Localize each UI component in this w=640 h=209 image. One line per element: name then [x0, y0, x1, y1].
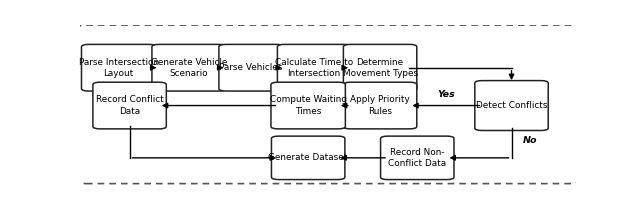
- FancyBboxPatch shape: [271, 82, 346, 129]
- Text: No: No: [522, 136, 537, 145]
- FancyBboxPatch shape: [344, 44, 417, 91]
- Text: Yes: Yes: [437, 90, 454, 99]
- FancyBboxPatch shape: [381, 136, 454, 180]
- Text: Detect Conflicts: Detect Conflicts: [476, 101, 547, 110]
- FancyBboxPatch shape: [475, 81, 548, 130]
- Text: Calculate Time to
Intersection: Calculate Time to Intersection: [275, 57, 353, 78]
- Text: Generate Vehicle
Scenario: Generate Vehicle Scenario: [151, 57, 227, 78]
- FancyBboxPatch shape: [271, 136, 345, 180]
- FancyBboxPatch shape: [219, 44, 284, 91]
- FancyBboxPatch shape: [93, 82, 166, 129]
- Text: Compute Waiting
Times: Compute Waiting Times: [269, 95, 347, 116]
- FancyBboxPatch shape: [277, 44, 351, 91]
- FancyBboxPatch shape: [344, 82, 417, 129]
- FancyBboxPatch shape: [81, 44, 156, 91]
- Text: Apply Priority
Rules: Apply Priority Rules: [350, 95, 410, 116]
- Text: Record Non-
Conflict Data: Record Non- Conflict Data: [388, 148, 446, 168]
- Text: Record Conflict
Data: Record Conflict Data: [96, 95, 163, 116]
- Text: Parse Intersection
Layout: Parse Intersection Layout: [79, 57, 159, 78]
- FancyBboxPatch shape: [79, 25, 577, 184]
- FancyBboxPatch shape: [152, 44, 227, 91]
- Text: Determine
Movement Types: Determine Movement Types: [342, 57, 418, 78]
- Text: Generate Dataset: Generate Dataset: [268, 153, 348, 162]
- Text: Parse Vehicles: Parse Vehicles: [220, 63, 283, 72]
